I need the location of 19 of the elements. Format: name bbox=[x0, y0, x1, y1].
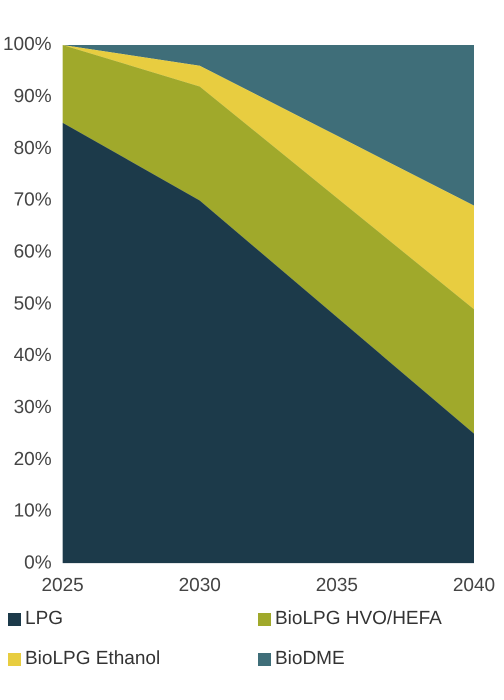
x-tick-label: 2025 bbox=[41, 574, 84, 596]
y-tick-label: 70% bbox=[14, 190, 52, 211]
y-tick-label: 20% bbox=[14, 448, 52, 470]
y-tick-label: 0% bbox=[24, 552, 52, 574]
y-tick-label: 80% bbox=[14, 138, 52, 159]
y-tick-label: 10% bbox=[14, 500, 52, 522]
y-tick-label: 40% bbox=[14, 345, 52, 366]
legend-label: BioLPG Ethanol bbox=[25, 648, 160, 670]
x-tick-label: 2030 bbox=[178, 574, 221, 596]
y-tick-label: 30% bbox=[14, 396, 52, 418]
x-tick-label: 2040 bbox=[452, 574, 496, 596]
y-tick-label: 90% bbox=[14, 86, 52, 108]
legend-label: BioDME bbox=[275, 648, 345, 670]
y-tick-label: 50% bbox=[14, 293, 52, 314]
y-tick-label: 100% bbox=[2, 34, 52, 56]
y-tick-label: 60% bbox=[14, 242, 52, 263]
legend-label: LPG bbox=[25, 608, 64, 630]
x-tick-label: 2035 bbox=[316, 574, 358, 596]
legend-label: BioLPG HVO/HEFA bbox=[275, 608, 442, 630]
